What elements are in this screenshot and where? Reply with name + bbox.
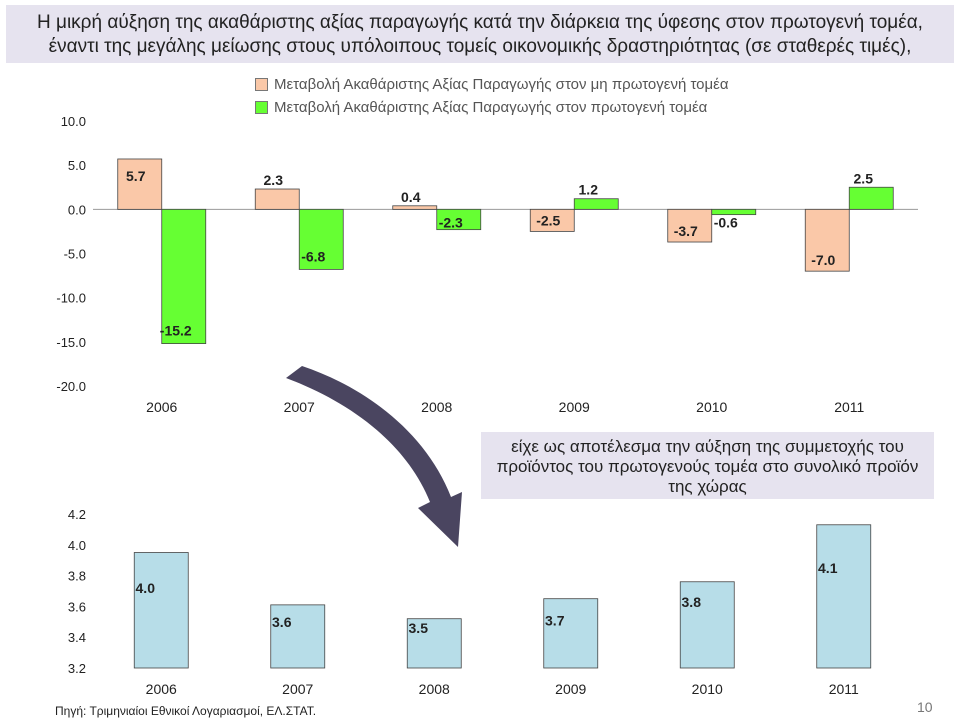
- legend-swatch-non-primary: [255, 78, 268, 91]
- data-label-non-primary: -3.7: [674, 223, 698, 239]
- data-label-non-primary: 0.4: [401, 189, 421, 205]
- bar-primary: [573, 198, 619, 210]
- x-tick-label: 2007: [284, 399, 315, 415]
- x-tick-label: 2008: [419, 681, 450, 697]
- data-label-share: 3.5: [409, 620, 429, 636]
- bar-share: [133, 552, 189, 669]
- data-label-non-primary: -7.0: [811, 252, 835, 268]
- legend-label-non-primary: Μεταβολή Ακαθάριστης Αξίας Παραγωγής στο…: [274, 76, 729, 93]
- legend-item-non-primary: Μεταβολή Ακαθάριστης Αξίας Παραγωγής στο…: [255, 74, 729, 95]
- bar-primary: [848, 186, 894, 210]
- bar-share: [406, 618, 462, 669]
- title-box: Η μικρή αύξηση της ακαθάριστης αξίας παρ…: [6, 5, 954, 63]
- bar-non-primary: [804, 208, 850, 272]
- bar-share: [816, 524, 872, 669]
- bar-share: [270, 604, 326, 669]
- y-tick-label: 4.2: [68, 507, 86, 522]
- bar-primary: [436, 208, 482, 231]
- bar-non-primary: [254, 188, 300, 210]
- y-tick-label: -5.0: [64, 247, 86, 262]
- x-tick-label: 2008: [421, 399, 452, 415]
- y-tick-label: 3.2: [68, 661, 86, 676]
- bar-share: [679, 581, 735, 669]
- data-label-primary: -15.2: [160, 323, 192, 339]
- data-label-share: 4.1: [818, 560, 838, 576]
- data-label-primary: 1.2: [579, 182, 599, 198]
- data-label-non-primary: 2.3: [264, 172, 284, 188]
- y-tick-label: 3.8: [68, 569, 86, 584]
- bar-primary: [711, 208, 757, 216]
- y-tick-label: 10.0: [61, 114, 86, 129]
- y-tick-label: 0.0: [68, 202, 86, 217]
- page-number: 10: [917, 699, 933, 715]
- data-label-primary: -6.8: [301, 248, 325, 264]
- legend-item-primary: Μεταβολή Ακαθάριστης Αξίας Παραγωγής στο…: [255, 97, 729, 118]
- y-tick-label: -15.0: [56, 335, 86, 350]
- legend-swatch-primary: [255, 101, 268, 114]
- x-tick-label: 2007: [282, 681, 313, 697]
- x-tick-label: 2009: [555, 681, 586, 697]
- y-tick-label: -20.0: [56, 379, 86, 394]
- curved-arrow-icon: [286, 366, 462, 547]
- growth-chart: 10.0 5.0 0.0 -5.0 -10.0 -15.0 -20.0 2006 5.7 -15.…: [56, 114, 918, 415]
- data-label-primary: -2.3: [439, 214, 463, 230]
- data-label-share: 3.8: [682, 594, 702, 610]
- x-tick-label: 2006: [146, 681, 177, 697]
- data-label-share: 4.0: [136, 580, 156, 596]
- data-label-share: 3.7: [545, 612, 565, 628]
- share-chart: 4.2 4.0 3.8 3.6 3.4 3.2 4.0 2006 3.6 2007 3.5 2008 3…: [68, 507, 872, 697]
- bar-primary: [298, 208, 344, 270]
- data-label-non-primary: -2.5: [536, 212, 560, 228]
- bar-share: [543, 598, 599, 669]
- legend-label-primary: Μεταβολή Ακαθάριστης Αξίας Παραγωγής στο…: [274, 99, 708, 116]
- x-tick-label: 2006: [146, 399, 177, 415]
- legend: Μεταβολή Ακαθάριστης Αξίας Παραγωγής στο…: [255, 74, 729, 120]
- data-label-share: 3.6: [272, 614, 292, 630]
- y-tick-label: 5.0: [68, 158, 86, 173]
- bar-non-primary: [529, 208, 575, 232]
- y-tick-label: 3.4: [68, 630, 86, 645]
- bar-non-primary: [667, 208, 713, 243]
- data-label-primary: -0.6: [714, 214, 738, 230]
- source-note: Πηγή: Τριμηνιαίοι Εθνικοί Λογαριασμοί, Ε…: [55, 704, 317, 718]
- x-tick-label: 2011: [829, 681, 859, 697]
- y-tick-label: 3.6: [68, 599, 86, 614]
- x-tick-label: 2010: [692, 681, 723, 697]
- bar-non-primary: [117, 158, 163, 210]
- y-tick-label: 4.0: [68, 538, 86, 553]
- x-tick-label: 2009: [559, 399, 590, 415]
- slide-title: Η μικρή αύξηση της ακαθάριστης αξίας παρ…: [37, 12, 923, 57]
- x-tick-label: 2010: [696, 399, 727, 415]
- note-box: είχε ως αποτέλεσμα την αύξηση της συμμετ…: [481, 432, 934, 499]
- note-text: είχε ως αποτέλεσμα την αύξηση της συμμετ…: [496, 437, 919, 496]
- bar-non-primary: [392, 205, 438, 210]
- y-tick-label: -10.0: [56, 291, 86, 306]
- bar-primary: [161, 208, 207, 344]
- data-label-primary: 2.5: [854, 170, 874, 186]
- x-tick-label: 2011: [834, 399, 864, 415]
- data-label-non-primary: 5.7: [126, 168, 146, 184]
